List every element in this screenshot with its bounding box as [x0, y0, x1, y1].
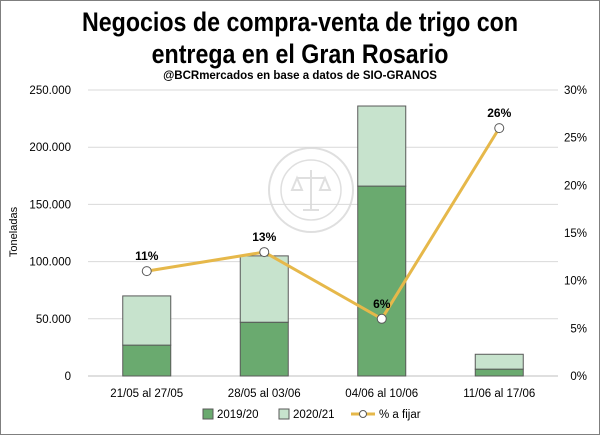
bar-series-2 [122, 295, 172, 346]
legend-swatch [278, 408, 290, 420]
y2-tick-label: 30% [564, 85, 587, 97]
x-tick-label: 28/05 al 03/06 [228, 388, 301, 400]
y2-tick-label: 25% [564, 133, 587, 145]
bar-series-1 [474, 368, 524, 377]
line-point [494, 123, 505, 134]
bar-series-2 [357, 105, 407, 187]
chart-title-line-1: Negocios de compra-venta de trigo con [81, 7, 519, 37]
y-tick-label: 200.000 [29, 142, 71, 154]
legend-label: % a fijar [379, 409, 421, 421]
bar-series-1 [357, 185, 407, 377]
legend-swatch [202, 408, 214, 420]
y-tick-label: 250.000 [29, 85, 71, 97]
y-tick-label: 0 [65, 371, 71, 383]
bar-series-2 [239, 255, 289, 323]
y2-tick-label: 5% [570, 323, 587, 335]
line-series-percent [146, 127, 501, 321]
line-point [259, 247, 270, 258]
line-data-label: 26% [487, 106, 511, 120]
y2-tick-label: 15% [564, 228, 587, 240]
bar-series-2 [474, 353, 524, 370]
chart-subtitle: @BCRmercados en base a datos de SIO-GRAN… [163, 70, 437, 82]
bar-series-1 [239, 321, 289, 377]
y-axis-title: Toneladas [8, 206, 20, 257]
y2-tick-label: 20% [564, 180, 587, 192]
x-tick-label: 04/06 al 10/06 [345, 388, 418, 400]
watermark-seal [268, 147, 354, 233]
y2-tick-label: 10% [564, 276, 587, 288]
line-data-label: 13% [252, 230, 276, 244]
x-tick-label: 11/06 al 17/06 [463, 388, 535, 400]
bar-series-1 [122, 344, 172, 377]
y-tick-label: 100.000 [29, 257, 71, 269]
legend-label: 2020/21 [293, 409, 335, 421]
chart-title-line-2: entrega en el Gran Rosario [151, 39, 449, 69]
legend-label: 2019/20 [217, 409, 259, 421]
line-point [376, 313, 387, 324]
line-data-label: 6% [373, 297, 391, 311]
line-point [141, 266, 152, 277]
y2-tick-label: 0% [570, 371, 587, 383]
x-tick-label: 21/05 al 27/05 [110, 388, 183, 400]
legend-line-marker [359, 410, 367, 418]
y-tick-label: 50.000 [36, 314, 71, 326]
y-tick-label: 150.000 [29, 199, 71, 211]
line-data-label: 11% [135, 249, 159, 263]
